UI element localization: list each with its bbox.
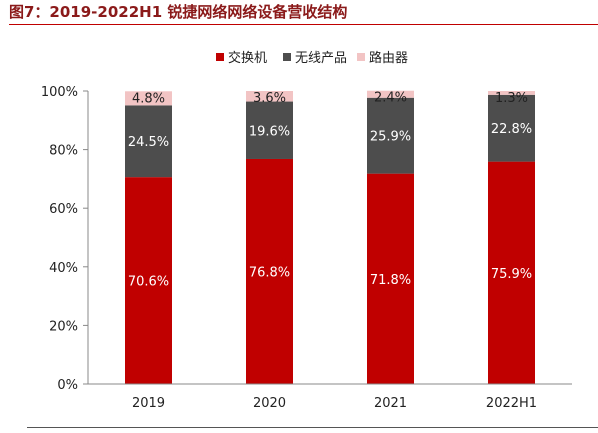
bar-segment [367, 90, 414, 98]
data-label: 22.8% [491, 122, 532, 137]
data-label: 71.8% [370, 273, 411, 288]
data-label: 76.8% [249, 265, 290, 280]
data-label: 4.8% [132, 91, 165, 106]
data-label: 70.6% [128, 275, 169, 290]
data-label: 19.6% [249, 124, 290, 139]
y-tick-label: 60% [49, 202, 78, 217]
x-tick-label: 2022H1 [486, 396, 537, 411]
data-label: 2.4% [374, 91, 407, 106]
bar-segment [246, 158, 293, 384]
data-label: 24.5% [128, 135, 169, 150]
bar-segment [125, 91, 172, 106]
x-tick-label: 2020 [253, 396, 286, 411]
legend: 交换机 无线产品 路由器 [216, 50, 408, 66]
y-tick-label: 0% [57, 378, 78, 393]
figure-title: 图7：2019-2022H1 锐捷网络网络设备营收结构 [9, 0, 598, 25]
bar-segment [246, 101, 293, 159]
y-tick-label: 20% [49, 319, 78, 334]
legend-label-2: 路由器 [369, 50, 408, 66]
data-label: 3.6% [253, 91, 286, 106]
bar-segment [246, 91, 293, 102]
bar-segment [125, 105, 172, 178]
data-label: 25.9% [370, 130, 411, 145]
y-tick-label: 100% [41, 85, 78, 100]
legend-swatch-2 [357, 53, 365, 61]
data-label: 75.9% [491, 267, 532, 282]
bar-segment [488, 91, 535, 95]
y-tick-label: 80% [49, 144, 78, 159]
bar-segment [367, 97, 414, 174]
data-label: 1.3% [495, 91, 528, 106]
bar-segment [488, 161, 535, 384]
legend-swatch-1 [283, 53, 291, 61]
legend-label-1: 无线产品 [295, 51, 347, 66]
bar-segment [488, 94, 535, 162]
x-tick-label: 2019 [132, 396, 165, 411]
legend-label-0: 交换机 [228, 50, 267, 66]
bars: 70.6% 24.5% 4.8% 76.8% 19.6% 3.6% 71.8% 25.9% 2.… [125, 90, 535, 384]
y-axis: 0% 20% 40% 60% 80% 100% [41, 85, 89, 393]
bar-segment [367, 173, 414, 384]
bottom-rule [27, 427, 598, 428]
legend-swatch-0 [216, 53, 224, 61]
x-axis: 2019 2020 2021 2022H1 [88, 383, 572, 411]
bar-segment [125, 177, 172, 384]
y-tick-label: 40% [49, 261, 78, 276]
x-tick-label: 2021 [374, 396, 407, 411]
